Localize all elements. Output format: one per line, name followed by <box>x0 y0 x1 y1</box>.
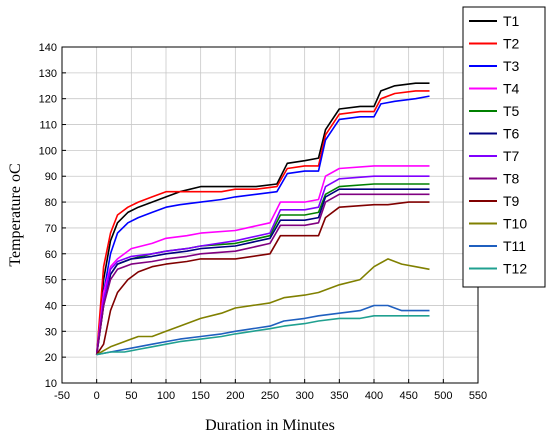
series-line-t10 <box>96 258 430 356</box>
x-tick-label: 500 <box>434 390 452 402</box>
legend-label: T2 <box>503 36 520 52</box>
legend-label: T12 <box>503 261 527 277</box>
x-tick-label: -50 <box>54 390 70 402</box>
y-tick-label: 40 <box>45 300 57 312</box>
legend-label: T7 <box>503 148 520 164</box>
legend-label: T1 <box>503 13 520 29</box>
y-tick-label: 140 <box>39 42 57 54</box>
legend-label: T8 <box>503 171 520 187</box>
x-tick-label: 50 <box>125 390 137 402</box>
series-line-t6 <box>95 188 430 355</box>
y-tick-label: 50 <box>45 275 57 287</box>
series-line-t11 <box>96 304 430 356</box>
series-line-t8 <box>95 193 430 355</box>
series-line-t12 <box>96 314 430 356</box>
x-tick-label: 250 <box>261 390 279 402</box>
series-line-t4 <box>95 165 430 355</box>
series-line-t9 <box>96 201 430 356</box>
x-tick-label: 150 <box>191 390 209 402</box>
y-tick-label: 110 <box>39 120 57 132</box>
legend-box <box>462 6 546 288</box>
legend-label: T3 <box>503 58 520 74</box>
y-tick-label: 60 <box>45 249 57 261</box>
y-tick-label: 130 <box>39 68 57 80</box>
series-line-t1 <box>95 82 430 355</box>
y-axis-label: Temperature <box>7 186 24 267</box>
x-tick-label: 0 <box>94 390 100 402</box>
x-tick-label: 550 <box>469 390 487 402</box>
x-tick-label: 200 <box>226 390 244 402</box>
y-axis-unit: oC <box>7 163 24 182</box>
x-tick-label: 100 <box>157 390 175 402</box>
y-tick-label: 70 <box>45 223 57 235</box>
x-tick-label: 450 <box>399 390 417 402</box>
axis-ticks: -50 0 50 100 150 200 250 300 350 400 450 500 550 10 20… <box>39 42 488 402</box>
y-tick-label: 20 <box>45 352 57 364</box>
series-line-t7 <box>95 175 430 355</box>
legend: T1 T2 T3 T4 T5 T6 T7 T8 T9 T10 T11 T12 <box>462 6 546 288</box>
y-axis-label-group: Temperature oC <box>7 163 24 266</box>
series-line-t2 <box>95 90 430 355</box>
y-tick-label: 80 <box>45 197 57 209</box>
y-tick-label: 120 <box>39 94 57 106</box>
y-tick-label: 100 <box>39 145 57 157</box>
legend-label: T10 <box>503 216 527 232</box>
x-axis-label: Duration in Minutes <box>205 417 335 434</box>
legend-label: T4 <box>503 81 520 97</box>
series-line-t3 <box>95 95 430 355</box>
svg-text:Temperature oC: Temperature oC <box>7 163 24 266</box>
y-tick-label: 90 <box>45 171 57 183</box>
y-tick-label: 10 <box>45 378 57 390</box>
legend-label: T6 <box>503 126 520 142</box>
legend-label: T5 <box>503 103 520 119</box>
x-tick-label: 350 <box>330 390 348 402</box>
y-tick-label: 30 <box>45 326 57 338</box>
legend-label: T11 <box>503 238 526 254</box>
legend-label: T9 <box>503 193 520 209</box>
x-tick-label: 400 <box>365 390 383 402</box>
series-lines <box>95 82 430 356</box>
x-tick-label: 300 <box>295 390 313 402</box>
